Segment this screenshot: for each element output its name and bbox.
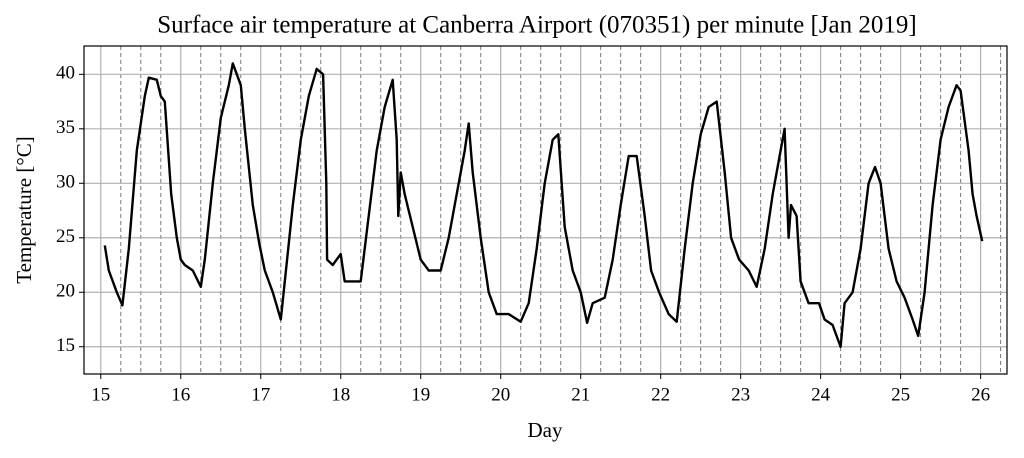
y-tick-label: 30 <box>56 172 75 193</box>
x-tick-label: 18 <box>331 384 350 405</box>
temperature-line <box>103 62 984 348</box>
y-tick-label: 35 <box>56 117 75 138</box>
y-tick-label: 20 <box>56 281 75 302</box>
x-tick-label: 24 <box>811 384 831 405</box>
y-tick-label: 25 <box>56 226 75 247</box>
chart-title: Surface air temperature at Canberra Airp… <box>157 12 916 39</box>
y-tick-label: 15 <box>56 335 75 356</box>
y-tick-label: 40 <box>56 63 75 84</box>
x-tick-label: 21 <box>571 384 590 405</box>
x-tick-label: 19 <box>411 384 430 405</box>
x-axis-label: Day <box>528 418 563 442</box>
x-tick-label: 26 <box>971 384 990 405</box>
plot-frame <box>83 45 1008 375</box>
x-tick-label: 23 <box>731 384 750 405</box>
y-axis-label: Temperature [°C] <box>12 136 36 283</box>
x-tick-label: 15 <box>91 384 110 405</box>
x-tick-label: 25 <box>891 384 910 405</box>
x-tick-label: 20 <box>491 384 510 405</box>
x-tick-label: 16 <box>171 384 190 405</box>
x-tick-label: 22 <box>651 384 670 405</box>
x-tick-label: 17 <box>251 384 270 405</box>
